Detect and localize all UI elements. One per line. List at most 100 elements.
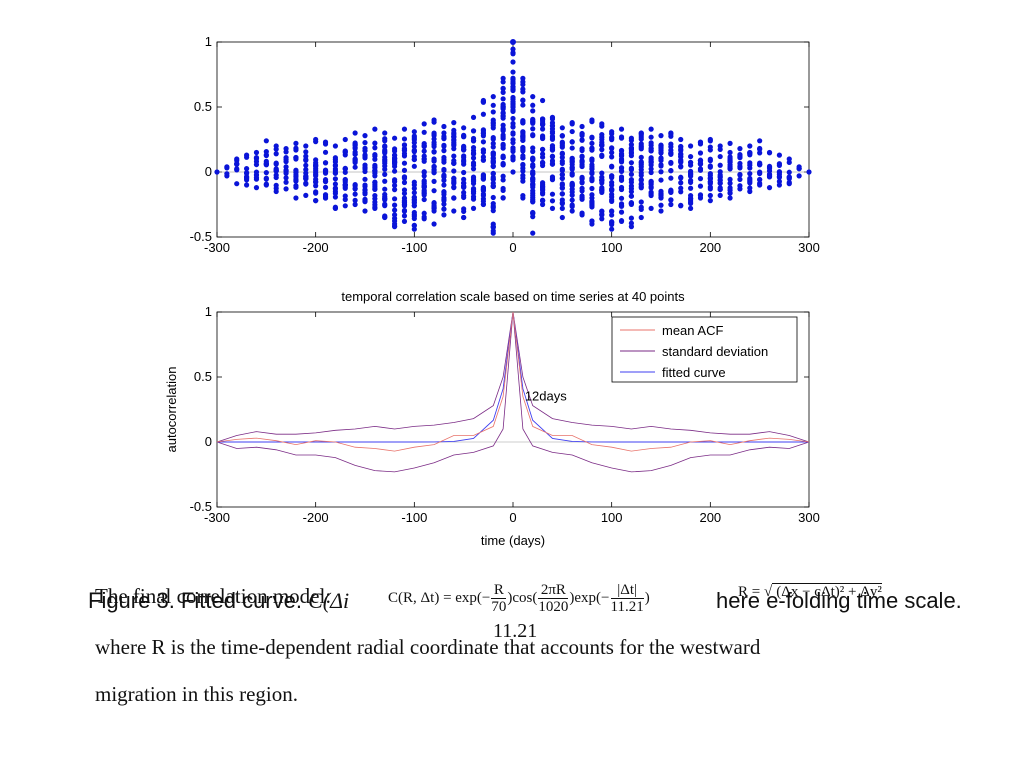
scatter-point — [589, 199, 595, 206]
scatter-point — [332, 159, 338, 165]
scatter-point — [283, 179, 289, 185]
scatter-point — [806, 169, 812, 175]
scatter-point — [332, 176, 338, 182]
scatter-point — [628, 135, 635, 141]
scatter-point — [618, 147, 625, 154]
scatter-point — [540, 126, 546, 132]
scatter-point — [678, 147, 684, 154]
scatter-point — [401, 160, 408, 166]
scatter-point — [411, 133, 417, 139]
scatter-point — [589, 195, 595, 201]
scatter-point — [638, 206, 644, 212]
scatter-point — [549, 191, 556, 197]
scatter-point — [500, 86, 506, 92]
scatter-point — [599, 142, 605, 148]
scatter-point — [717, 192, 723, 198]
y-tick-label: 1 — [205, 34, 212, 49]
scatter-point — [441, 148, 447, 154]
scatter-point — [451, 160, 457, 166]
scatter-point — [441, 189, 447, 195]
scatter-point — [490, 163, 496, 170]
scatter-point — [401, 190, 408, 197]
scatter-point — [648, 126, 654, 132]
scatter-point — [332, 170, 338, 176]
scatter-point — [688, 143, 694, 149]
scatter-point — [283, 175, 289, 181]
scatter-point — [372, 126, 378, 132]
scatter-point — [500, 75, 506, 81]
scatter-point — [421, 121, 427, 127]
x-tick-label: -300 — [204, 240, 230, 255]
scatter-point — [609, 197, 615, 203]
scatter-point — [451, 146, 457, 152]
scatter-point — [392, 148, 398, 154]
scatter-point — [303, 175, 309, 182]
scatter-point — [658, 169, 664, 175]
scatter-point — [273, 143, 279, 149]
scatter-point — [431, 203, 437, 209]
scatter-point — [697, 192, 704, 198]
scatter-point — [401, 174, 408, 180]
scatter-point — [362, 133, 368, 139]
scatter-point — [332, 143, 338, 149]
scatter-point — [431, 163, 437, 170]
scatter-point — [500, 162, 506, 168]
scatter-point — [500, 145, 506, 151]
scatter-point — [313, 173, 319, 179]
scatter-point — [352, 149, 358, 155]
scatter-point — [599, 177, 605, 183]
scatter-point — [717, 162, 723, 168]
scatter-point — [609, 221, 615, 228]
scatter-point — [352, 185, 358, 192]
scatter-point — [303, 180, 309, 186]
scatter-point — [707, 184, 713, 190]
scatter-point — [678, 189, 684, 195]
scatter-point — [658, 202, 664, 208]
scatter-point — [500, 153, 506, 159]
scatter-point — [599, 152, 605, 158]
scatter-point — [658, 133, 664, 139]
scatter-point — [688, 177, 694, 184]
scatter-point — [500, 115, 506, 121]
caption-prefix: Figure 3. Fitted curve. — [88, 588, 302, 613]
scatter-point — [461, 159, 467, 165]
scatter-point — [322, 139, 329, 145]
scatter-point — [559, 214, 565, 221]
scatter-point — [530, 197, 536, 203]
scatter-point — [372, 179, 378, 185]
scatter-point — [609, 175, 615, 181]
scatter-point — [411, 147, 417, 153]
scatter-point — [678, 159, 684, 165]
scatter-point — [697, 150, 704, 156]
scatter-point — [263, 181, 269, 187]
scatter-point — [688, 153, 694, 160]
scatter-point — [658, 188, 664, 194]
scatter-point — [411, 140, 417, 146]
scatter-point — [490, 159, 496, 165]
scatter-point — [500, 101, 506, 108]
scatter-point — [352, 197, 358, 203]
scatter-point — [421, 129, 427, 135]
scatter-point — [727, 190, 733, 196]
scatter-point — [510, 99, 516, 105]
scatter-point — [372, 184, 378, 190]
radical-expression: (Δx − cΔt)² + Δy² — [772, 583, 882, 600]
scatter-point — [707, 192, 713, 199]
scatter-point — [638, 172, 644, 178]
scatter-point — [776, 178, 783, 185]
scatter-point — [342, 176, 348, 183]
scatter-point — [401, 126, 408, 132]
fraction-3-num: |Δt| — [610, 582, 644, 599]
scatter-point — [470, 185, 477, 192]
scatter-point — [392, 179, 398, 185]
scatter-point — [727, 159, 733, 165]
scatter-point — [352, 130, 358, 136]
x-tick-label: 0 — [509, 510, 516, 525]
scatter-point — [530, 156, 536, 163]
scatter-point — [431, 178, 437, 184]
fraction-2: 2πR 1020 — [538, 582, 569, 615]
scatter-point — [500, 177, 506, 183]
scatter-point — [737, 183, 743, 189]
scatter-point — [786, 169, 792, 175]
scatter-point — [697, 157, 704, 163]
